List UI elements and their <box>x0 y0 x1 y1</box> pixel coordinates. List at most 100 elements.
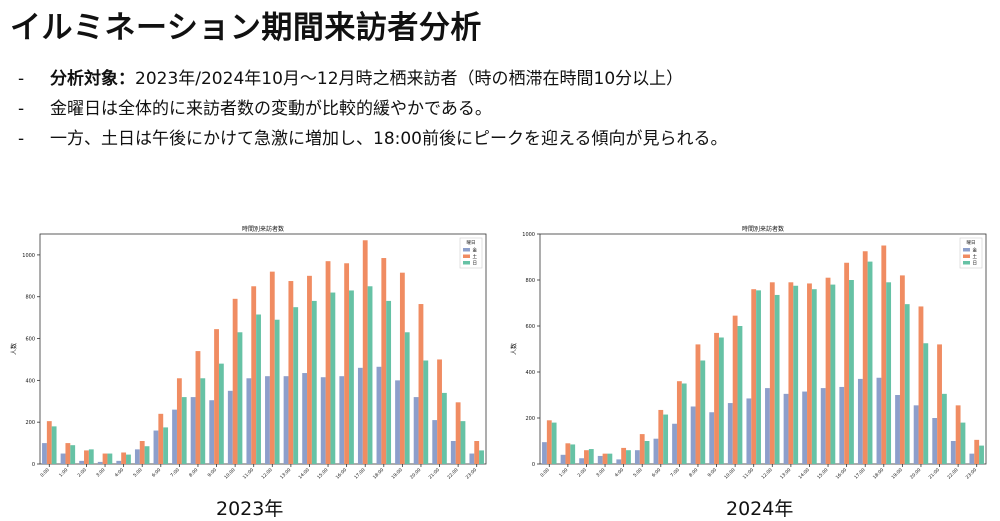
bar-sun <box>737 326 743 464</box>
bar-fri <box>413 397 419 464</box>
bar-sun <box>979 445 984 464</box>
bar-fri <box>783 393 789 464</box>
x-tick-label: 10:00 <box>723 467 737 481</box>
x-tick-label: 11:00 <box>742 467 756 481</box>
legend-swatch-fri <box>963 248 970 252</box>
x-tick-label: 14:00 <box>797 467 811 481</box>
bar-sun <box>349 290 354 464</box>
bar-sat <box>937 344 942 464</box>
x-tick-label: 7:00 <box>169 467 180 478</box>
x-tick-label: 17:00 <box>353 467 367 481</box>
y-tick-label: 200 <box>525 416 535 422</box>
bullet-text: 金曜日は全体的に来訪者数の変動が比較的緩やかである。 <box>50 99 492 119</box>
bar-sun <box>479 450 484 464</box>
bar-sat <box>46 421 52 464</box>
bar-sat <box>474 441 480 464</box>
bar-fri <box>265 376 270 464</box>
bar-fri <box>357 367 363 464</box>
bar-fri <box>820 388 826 464</box>
bar-sat <box>102 453 108 464</box>
bar-fri <box>283 376 289 464</box>
bar-sun <box>718 337 724 464</box>
x-tick-label: 3:00 <box>95 467 106 478</box>
bar-sun <box>293 307 299 464</box>
bar-sat <box>546 420 552 464</box>
bar-sun <box>941 393 947 464</box>
bar-sat <box>418 304 424 464</box>
bullet-dash: - <box>18 129 25 149</box>
bar-sat <box>918 306 924 464</box>
x-tick-label: 11:00 <box>242 467 256 481</box>
legend-label: 土 <box>973 253 978 260</box>
bar-sun <box>681 383 687 464</box>
bar-sat <box>139 441 145 464</box>
bar-fri <box>857 378 863 464</box>
y-tick-label: 800 <box>25 295 35 301</box>
bar-fri <box>97 461 103 464</box>
x-tick-label: 20:00 <box>909 467 923 481</box>
bar-fri <box>895 395 900 464</box>
bar-sun <box>181 397 187 464</box>
bar-fri <box>579 458 585 464</box>
bar-fri <box>79 460 85 464</box>
bar-sat <box>955 405 961 464</box>
bar-fri <box>190 397 196 464</box>
bar-fri <box>839 386 845 464</box>
bullet-text: 2023年/2024年10月〜12月時之栖来訪者（時の栖滞在時間10分以上） <box>135 69 684 89</box>
bar-sun <box>923 343 929 464</box>
bar-sat <box>807 283 812 464</box>
x-tick-label: 3:00 <box>595 467 606 478</box>
bar-sun <box>200 378 206 464</box>
x-tick-label: 16:00 <box>335 467 349 481</box>
bar-sat <box>881 245 887 464</box>
x-tick-label: 15:00 <box>816 467 830 481</box>
bar-sun <box>811 289 817 464</box>
x-tick-label: 21:00 <box>928 467 942 481</box>
bar-sat <box>714 332 719 464</box>
bar-fri <box>634 450 640 464</box>
bar-sat <box>344 263 350 464</box>
bar-fri <box>950 441 956 464</box>
bar-fri <box>246 378 252 464</box>
x-tick-label: 1:00 <box>58 467 69 478</box>
y-axis-label: 人数 <box>10 343 18 355</box>
legend-swatch-sun <box>963 261 970 265</box>
bar-fri <box>116 460 122 464</box>
x-tick-label: 10:00 <box>223 467 237 481</box>
bar-sun <box>756 290 761 464</box>
bar-sat <box>399 272 405 464</box>
bar-fri <box>746 398 752 464</box>
bar-sat <box>751 289 757 464</box>
x-tick-label: 21:00 <box>428 467 442 481</box>
bar-fri <box>932 418 938 464</box>
x-tick-label: 13:00 <box>279 467 293 481</box>
bar-fri <box>376 366 382 464</box>
bar-sun <box>644 441 650 464</box>
bar-sun <box>144 446 150 464</box>
x-tick-label: 6:00 <box>651 467 662 478</box>
plot-frame <box>539 233 987 465</box>
legend-box <box>459 237 483 269</box>
legend-title: 曜日 <box>967 240 976 246</box>
bar-fri <box>469 453 475 464</box>
x-tick-label: 23:00 <box>965 467 979 481</box>
x-tick-label: 6:00 <box>151 467 162 478</box>
y-tick-label: 400 <box>525 370 535 376</box>
bar-sun <box>626 450 631 464</box>
legend-swatch-sun <box>463 261 470 265</box>
bar-fri <box>432 420 438 464</box>
bar-fri <box>560 454 566 464</box>
bar-sun <box>441 392 447 464</box>
x-tick-label: 14:00 <box>297 467 311 481</box>
x-tick-label: 1:00 <box>558 467 569 478</box>
bar-sat <box>676 381 682 464</box>
bar-sat <box>437 359 442 464</box>
bar-sat <box>158 413 164 464</box>
bar-fri <box>653 438 659 464</box>
bar-sat <box>788 282 794 464</box>
bar-fri <box>616 459 622 464</box>
bar-sat <box>825 277 831 464</box>
x-tick-label: 0:00 <box>539 467 550 478</box>
bar-sat <box>307 275 312 464</box>
bar-sat <box>639 434 645 464</box>
